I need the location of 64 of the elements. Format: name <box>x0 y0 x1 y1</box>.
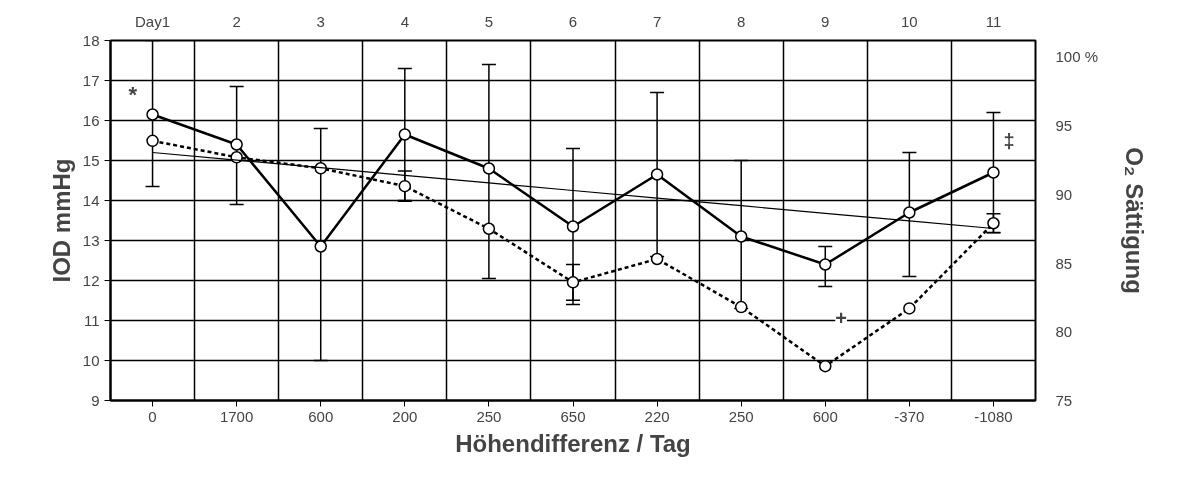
x2-tick-label: 6 <box>568 12 578 30</box>
y-tick-label: 13 <box>82 231 100 249</box>
point <box>903 206 916 219</box>
y2-tick-label: 80 <box>1055 323 1073 341</box>
y2-tick-label: 85 <box>1055 254 1073 272</box>
x2-tick-label: 5 <box>484 12 494 30</box>
y-tick-label: 16 <box>82 111 100 129</box>
x-tick-label: 200 <box>392 407 418 425</box>
x2-tick-label: 4 <box>400 12 409 30</box>
x-tick-label: 1700 <box>219 407 254 425</box>
y-tick-label: 11 <box>83 311 100 329</box>
y2-tick-label: 95 <box>1055 117 1073 135</box>
y-tick-label: 14 <box>82 191 100 209</box>
point <box>230 138 243 151</box>
point <box>482 222 496 235</box>
point <box>398 128 412 141</box>
y2-tick-label: 90 <box>1055 185 1073 203</box>
x-tick-label: 600 <box>308 407 334 425</box>
annotation: * <box>128 81 138 107</box>
x-tick-label: 600 <box>812 407 838 425</box>
y-tick-label: 15 <box>82 151 100 169</box>
point <box>734 300 748 314</box>
annotation: + <box>835 306 847 329</box>
y2-tick-label: 100 % <box>1055 48 1099 66</box>
point <box>566 276 580 289</box>
x2-tick-label: 2 <box>232 12 241 30</box>
y-tick-label: 18 <box>82 31 100 49</box>
point <box>398 179 412 193</box>
point <box>819 258 832 271</box>
x-tick-label: -1080 <box>974 407 1013 425</box>
point <box>146 134 159 148</box>
x2-tick-label: 8 <box>737 12 746 30</box>
x-tick-label: 0 <box>148 407 157 425</box>
point <box>566 220 580 233</box>
point <box>146 108 159 121</box>
x-tick-label: 650 <box>560 407 586 425</box>
point <box>987 166 1000 179</box>
point <box>903 302 916 315</box>
y-tick-label: 10 <box>82 351 100 369</box>
y-tick-label: 9 <box>91 391 100 409</box>
y-tick-label: 17 <box>82 71 100 89</box>
x-tick-label: -370 <box>894 407 925 425</box>
x2-tick-label: 9 <box>821 12 830 30</box>
y-tick-label: 12 <box>82 271 100 289</box>
x2-tick-label: 10 <box>901 12 918 30</box>
x2-tick-label: 7 <box>652 12 662 30</box>
y2-tick-label: 75 <box>1055 392 1073 409</box>
annotation: ‡ <box>1003 130 1015 153</box>
x-axis-title: Höhendifferenz / Tag <box>455 429 691 457</box>
point <box>734 230 748 243</box>
point <box>482 162 496 175</box>
y2-axis-title: O₂ Sättigung <box>1121 147 1149 294</box>
x2-tick-label: 3 <box>316 12 325 30</box>
point <box>314 240 327 253</box>
x-tick-label: 220 <box>644 407 670 425</box>
x2-tick-label: 11 <box>985 12 1002 30</box>
point <box>987 217 1000 230</box>
point <box>650 252 664 266</box>
x2-tick-label: Day1 <box>135 12 171 30</box>
point <box>650 168 664 181</box>
y-axis-title: IOD mmHg <box>47 158 75 283</box>
x-tick-label: 250 <box>476 407 502 425</box>
point <box>819 359 832 373</box>
x-tick-label: 250 <box>728 407 754 425</box>
